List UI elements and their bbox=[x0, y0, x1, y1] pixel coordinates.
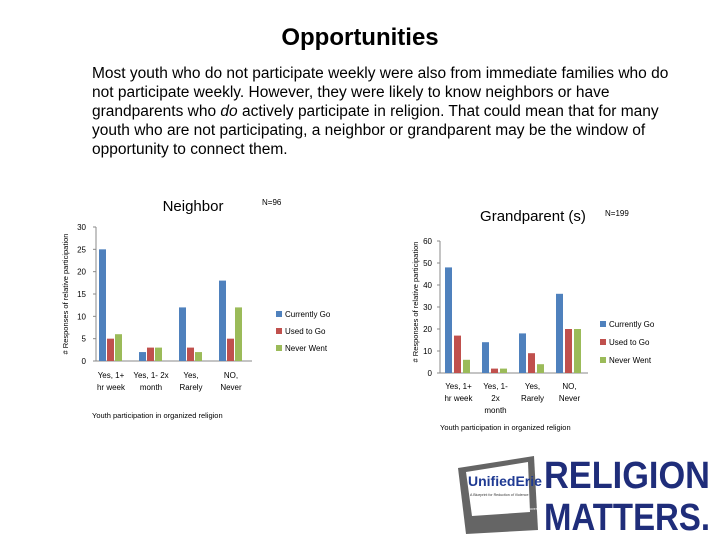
chart2-y-axis-label: # Responses of relative participation bbox=[411, 242, 420, 363]
chart2-category-label: hr week bbox=[444, 394, 473, 403]
chart1-bar-used-to-go bbox=[107, 338, 114, 361]
chart2-bar-never-went bbox=[500, 368, 507, 373]
chart2-y-tick-label: 60 bbox=[423, 237, 432, 246]
summary-part-1: Most youth who do not participate weekly… bbox=[92, 65, 669, 120]
logo-shield-inner bbox=[466, 462, 530, 516]
chart2-bar-never-went bbox=[574, 329, 581, 373]
logo-religion-text: RELIGION bbox=[544, 455, 710, 497]
chart1-y-tick-label: 30 bbox=[77, 223, 86, 232]
chart1-category-label: hr week bbox=[97, 383, 126, 392]
chart1-bar-never-went bbox=[195, 352, 202, 361]
chart1-category-label: NO, bbox=[224, 371, 238, 380]
chart2-y-tick-label: 20 bbox=[423, 325, 432, 334]
chart1-bar-currently-go bbox=[99, 249, 106, 361]
chart1-legend-swatch bbox=[276, 328, 282, 334]
chart2-legend-swatch bbox=[600, 339, 606, 345]
chart1-bar-never-went bbox=[235, 307, 242, 361]
chart1-bar-used-to-go bbox=[187, 347, 194, 361]
chart1-category-label: Yes, 1- 2x bbox=[133, 371, 168, 380]
chart1-category-label: Yes, bbox=[183, 371, 198, 380]
chart1-title: Neighbor bbox=[163, 198, 224, 215]
chart2-category-label: Rarely bbox=[521, 394, 544, 403]
chart1-bar-never-went bbox=[155, 347, 162, 361]
chart1-legend-label: Used to Go bbox=[285, 327, 326, 336]
chart2-y-tick-label: 50 bbox=[423, 259, 432, 268]
chart2-category-label: Yes, 1- bbox=[483, 382, 508, 391]
chart2-bar-used-to-go bbox=[491, 368, 498, 373]
chart2-category-label: Yes, bbox=[525, 382, 540, 391]
chart2-sample-size: N=199 bbox=[605, 209, 629, 218]
chart1-bar-currently-go bbox=[179, 307, 186, 361]
chart2-bar-currently-go bbox=[482, 342, 489, 373]
summary-emphasis: do bbox=[220, 103, 238, 120]
chart1-bar-used-to-go bbox=[147, 347, 154, 361]
chart1-y-tick-label: 10 bbox=[77, 312, 86, 321]
chart2-legend-swatch bbox=[600, 321, 606, 327]
chart1-y-tick-label: 5 bbox=[82, 335, 87, 344]
chart2-category-label: Yes, 1+ bbox=[445, 382, 472, 391]
chart2-bar-currently-go bbox=[519, 333, 526, 373]
chart2-x-axis-label: Youth participation in organized religio… bbox=[440, 423, 571, 432]
religion-matters-logo: UnifiedErie A Blueprint for Reduction of… bbox=[458, 455, 710, 535]
chart1-y-tick-label: 15 bbox=[77, 290, 86, 299]
chart1-category-label: Rarely bbox=[179, 383, 202, 392]
chart2-bar-never-went bbox=[537, 364, 544, 373]
chart2-bar-used-to-go bbox=[454, 335, 461, 373]
slide-title: Opportunities bbox=[281, 24, 439, 51]
chart2-legend-label: Never Went bbox=[609, 356, 652, 365]
chart2-bar-currently-go bbox=[445, 267, 452, 373]
chart1-legend-swatch bbox=[276, 345, 282, 351]
logo-brand-name: UnifiedErie bbox=[468, 473, 542, 489]
chart2-y-tick-label: 30 bbox=[423, 303, 432, 312]
logo-matters-text: MATTERS. bbox=[544, 497, 710, 535]
chart1-y-tick-label: 0 bbox=[82, 357, 87, 366]
chart1-category-label: month bbox=[140, 383, 162, 392]
chart2-legend-swatch bbox=[600, 357, 606, 363]
chart2-y-tick-label: 40 bbox=[423, 281, 432, 290]
chart1-y-tick-label: 25 bbox=[77, 245, 86, 254]
chart1-bar-currently-go bbox=[219, 280, 226, 361]
chart1-sample-size: N=96 bbox=[262, 198, 282, 207]
chart1-legend-label: Never Went bbox=[285, 344, 328, 353]
chart2-y-tick-label: 0 bbox=[428, 369, 433, 378]
chart2-category-label: NO, bbox=[562, 382, 576, 391]
chart1-bar-never-went bbox=[115, 334, 122, 361]
chart1-category-label: Never bbox=[220, 383, 242, 392]
chart2-bar-used-to-go bbox=[528, 353, 535, 373]
chart2-legend-label: Currently Go bbox=[609, 320, 655, 329]
chart2-legend-label: Used to Go bbox=[609, 338, 650, 347]
chart1-legend-label: Currently Go bbox=[285, 310, 331, 319]
chart1-bar-used-to-go bbox=[227, 338, 234, 361]
chart1-legend-swatch bbox=[276, 311, 282, 317]
chart2-title: Grandparent (s) bbox=[480, 208, 586, 225]
logo-tagline: A Blueprint for Reduction of Violence bbox=[470, 493, 528, 497]
summary-text: Most youth who do not participate weekly… bbox=[92, 64, 692, 159]
summary-part-2: actively participate in religion. That c… bbox=[92, 103, 659, 158]
chart1-y-tick-label: 20 bbox=[77, 268, 86, 277]
logo-subtext: Prevention Enforcement Recovery bbox=[484, 507, 539, 511]
chart2-bar-used-to-go bbox=[565, 329, 572, 373]
chart2-bar-never-went bbox=[463, 359, 470, 373]
chart2-category-label: month bbox=[484, 406, 506, 415]
chart1-x-axis-label: Youth participation in organized religio… bbox=[92, 411, 223, 420]
chart2-category-label: 2x bbox=[491, 394, 499, 403]
chart2-y-tick-label: 10 bbox=[423, 347, 432, 356]
chart2-bar-currently-go bbox=[556, 293, 563, 373]
chart2-category-label: Never bbox=[559, 394, 581, 403]
chart1-bar-currently-go bbox=[139, 352, 146, 361]
chart1-category-label: Yes, 1+ bbox=[98, 371, 125, 380]
chart1-y-axis-label: # Responses of relative participation bbox=[61, 234, 70, 355]
